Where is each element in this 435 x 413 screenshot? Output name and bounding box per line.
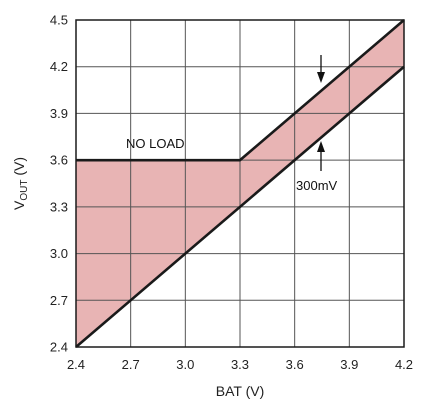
y-axis-label: VOUT (V)	[11, 157, 30, 210]
y-tick-label: 4.2	[50, 59, 68, 74]
y-tick-label: 3.9	[50, 106, 68, 121]
x-tick-label: 4.2	[395, 357, 413, 372]
y-tick-label: 2.7	[50, 293, 68, 308]
arrow-bottom-head	[317, 141, 325, 152]
annotations-layer: NO LOAD 300mV	[126, 55, 338, 193]
tick-labels-layer: 2.4 2.7 3.0 3.3 3.6 3.9 4.2 2.4 2.7 3.0 3.3 3.6 3.9 4…	[50, 13, 413, 373]
y-axis-label-main: V	[11, 200, 27, 210]
annotation-no-load: NO LOAD	[126, 136, 185, 151]
y-tick-label: 2.4	[50, 340, 68, 355]
series-line-upper	[76, 19, 405, 162]
x-tick-label: 3.6	[286, 357, 304, 372]
x-tick-label: 3.3	[231, 357, 249, 372]
x-tick-label: 3.9	[340, 357, 358, 372]
x-tick-label: 2.4	[67, 357, 85, 372]
y-tick-label: 3.0	[50, 246, 68, 261]
plot-frame	[75, 19, 405, 348]
y-axis-label-subscript: OUT	[19, 180, 30, 201]
y-tick-label: 4.5	[50, 13, 68, 28]
x-tick-label: 3.0	[176, 357, 194, 372]
x-axis-label: BAT (V)	[216, 383, 265, 399]
y-axis-label-unit: (V)	[11, 157, 27, 180]
y-tick-label: 3.6	[50, 153, 68, 168]
annotation-300mv: 300mV	[296, 178, 338, 193]
x-tick-label: 2.7	[122, 357, 140, 372]
series-layer	[75, 19, 405, 348]
series-line-lower	[75, 65, 405, 348]
arrow-top-head	[317, 72, 325, 83]
y-tick-label: 3.3	[50, 199, 68, 214]
